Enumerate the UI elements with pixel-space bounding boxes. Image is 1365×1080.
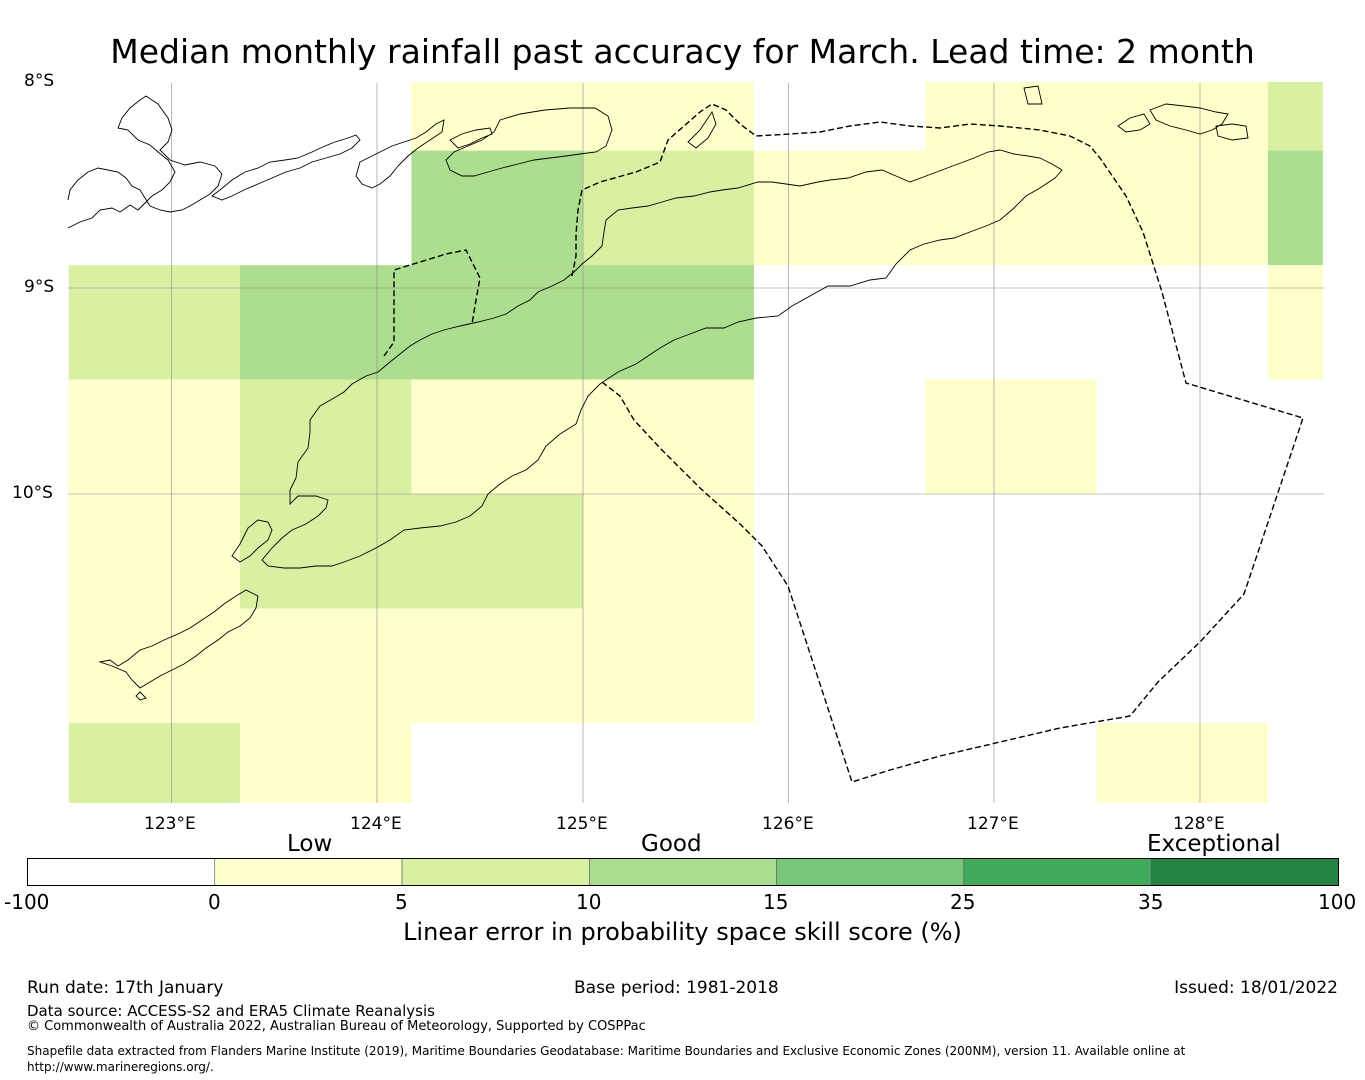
coastlines xyxy=(67,85,1249,701)
skill-cell-low xyxy=(68,494,240,609)
flores-coastline xyxy=(67,95,223,229)
colorbar-segment xyxy=(776,858,965,886)
skill-cell-good xyxy=(1267,150,1323,266)
colorbar xyxy=(27,858,1339,886)
skill-cell-good xyxy=(239,265,412,380)
skill-cell-low xyxy=(68,608,240,723)
skill-cell-low xyxy=(239,722,412,803)
graticule xyxy=(68,83,1324,803)
colorbar-tick-25: 25 xyxy=(950,890,976,914)
lon-label-125e: 125°E xyxy=(556,814,608,834)
copyright-notice: © Commonwealth of Australia 2022, Austra… xyxy=(27,1019,646,1034)
skill-cell-good xyxy=(582,265,754,380)
skill-cell-low xyxy=(1096,722,1268,803)
skill-cell-moderate xyxy=(1267,82,1323,151)
atauro-coastline xyxy=(687,110,717,149)
colorbar-tick-15: 15 xyxy=(763,890,789,914)
skill-cell-low xyxy=(582,494,754,609)
skill-cell-low xyxy=(411,82,583,151)
lon-label-123e: 123°E xyxy=(144,814,196,834)
skill-cell-moderate xyxy=(239,379,412,494)
colorbar-tick-0: 0 xyxy=(208,890,221,914)
timor-leste-eez xyxy=(571,103,1304,783)
lat-label-9s: 9°S xyxy=(24,277,55,297)
data-source: Data source: ACCESS-S2 and ERA5 Climate … xyxy=(27,1002,435,1020)
issued-date: Issued: 18/01/2022 xyxy=(1174,978,1338,998)
colorbar-segment xyxy=(401,858,590,886)
skill-cell-low xyxy=(582,608,754,723)
skill-cell-low xyxy=(1267,265,1323,380)
shapefile-credit: Shapefile data extracted from Flanders M… xyxy=(27,1044,1186,1074)
solor-alor-coastline xyxy=(211,134,361,201)
colorbar-label: Linear error in probability space skill … xyxy=(403,918,962,946)
skill-cell-moderate xyxy=(68,265,240,380)
colorbar-tick-10: 10 xyxy=(576,890,602,914)
colorbar-tick-5: 5 xyxy=(395,890,408,914)
lon-label-126e: 126°E xyxy=(762,814,814,834)
skill-cell-low xyxy=(925,150,1097,266)
leti-coastline xyxy=(1117,103,1249,141)
skill-cell-low xyxy=(411,379,583,494)
skill-cell-low xyxy=(925,82,1097,151)
lon-label-128e: 128°E xyxy=(1173,814,1225,834)
skill-cell-good xyxy=(411,265,583,380)
skill-cell-low xyxy=(753,150,926,266)
colorbar-segment xyxy=(963,858,1152,886)
colorbar-segment xyxy=(589,858,777,886)
sumba-coastline xyxy=(98,519,273,689)
colorbar-category-good: Good xyxy=(641,831,702,857)
skill-cell-low xyxy=(68,379,240,494)
lon-label-124e: 124°E xyxy=(350,814,402,834)
lat-label-8s: 8°S xyxy=(24,71,55,91)
skill-cell-moderate xyxy=(411,494,583,609)
wetar-coastline xyxy=(445,107,613,177)
oecusse-eez xyxy=(383,249,481,357)
alor-coastline xyxy=(355,119,445,189)
colorbar-tick-100: 100 xyxy=(1318,890,1357,914)
colorbar-segment xyxy=(27,858,216,886)
skill-cell-moderate xyxy=(239,494,412,609)
lat-label-10s: 10°S xyxy=(12,483,53,503)
skill-cell-low xyxy=(239,608,412,723)
rote-coastline xyxy=(135,691,147,701)
colorbar-category-exceptional: Exceptional xyxy=(1147,831,1281,857)
skill-cell-low xyxy=(1096,82,1268,151)
colorbar-tick-neg100: -100 xyxy=(4,890,50,914)
run-date: Run date: 17th January xyxy=(27,978,224,998)
colorbar-segment xyxy=(1150,858,1339,886)
lon-label-127e: 127°E xyxy=(967,814,1019,834)
colorbar-segment xyxy=(214,858,403,886)
kisar-coastline xyxy=(1023,85,1043,105)
map-title: Median monthly rainfall past accuracy fo… xyxy=(110,32,1255,71)
skill-cell-low xyxy=(582,379,754,494)
skill-cell-low xyxy=(1096,150,1268,266)
skill-cells xyxy=(68,82,1323,803)
skill-cell-low xyxy=(411,608,583,723)
skill-cell-low xyxy=(925,379,1097,494)
skill-cell-moderate xyxy=(68,722,240,803)
colorbar-tick-35: 35 xyxy=(1138,890,1164,914)
rainfall-skill-map xyxy=(67,82,1324,803)
eez-boundaries xyxy=(383,103,1304,783)
timor-coastline xyxy=(261,149,1063,569)
skill-cell-good xyxy=(411,150,583,266)
skill-cell-moderate xyxy=(582,150,754,266)
base-period: Base period: 1981-2018 xyxy=(574,978,779,998)
colorbar-category-low: Low xyxy=(287,831,333,857)
